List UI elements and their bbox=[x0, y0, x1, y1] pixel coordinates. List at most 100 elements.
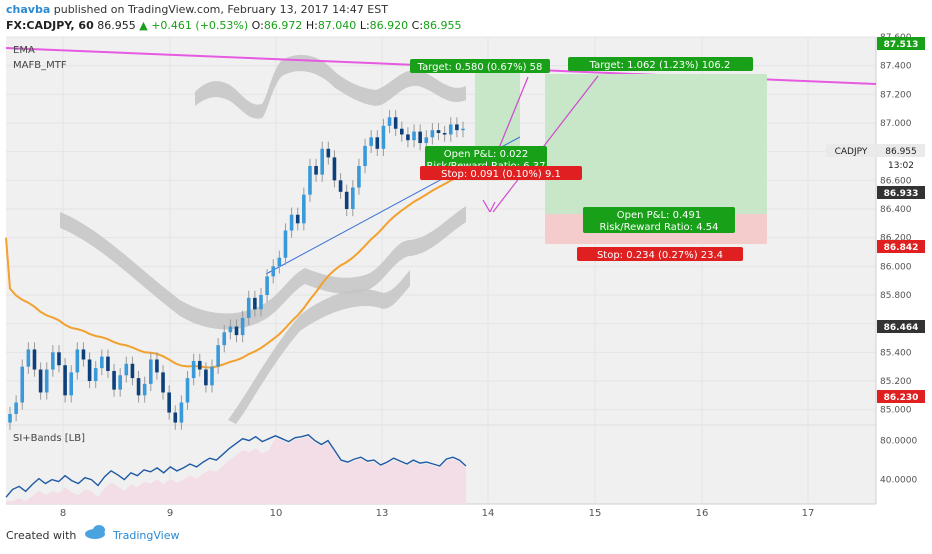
candle-body bbox=[179, 402, 184, 423]
candle-body bbox=[51, 352, 55, 370]
price-label-entry-text: 86.933 bbox=[884, 189, 919, 199]
symbol-text[interactable]: FX:CADJPY, 60 bbox=[6, 19, 94, 32]
price-label-stop bbox=[877, 240, 925, 253]
trade2-target-badge[interactable] bbox=[568, 57, 753, 71]
candle-body bbox=[357, 166, 361, 188]
si-band-fill bbox=[6, 436, 466, 504]
o-value: 86.972 bbox=[264, 19, 303, 32]
x-tick-label: 10 bbox=[270, 508, 283, 519]
y-tick-label: 87.400 bbox=[880, 62, 912, 72]
price-label-ema-text: 86.464 bbox=[884, 323, 919, 333]
candle-body bbox=[161, 372, 165, 393]
legend-si[interactable]: SI+Bands [LB] bbox=[13, 433, 85, 444]
candle-body bbox=[283, 230, 288, 258]
candle-body bbox=[197, 360, 202, 370]
tradingview-cloud-icon bbox=[85, 525, 105, 539]
candle-body bbox=[320, 148, 325, 175]
x-tick-label: 14 bbox=[482, 508, 495, 519]
candle-body bbox=[424, 137, 429, 144]
author-link[interactable]: chavba bbox=[6, 3, 50, 16]
legend-mafb[interactable]: MAFB_MTF bbox=[13, 60, 67, 71]
publish-line: chavba published on TradingView.com, Feb… bbox=[6, 3, 388, 16]
x-tick-label: 17 bbox=[802, 508, 815, 519]
candle-body bbox=[461, 128, 465, 131]
candle-body bbox=[87, 359, 92, 381]
trade2-target-text: Target: 1.062 (1.23%) 106.2 bbox=[589, 60, 731, 71]
created-with-text: Created with bbox=[6, 529, 76, 542]
candle-body bbox=[363, 145, 367, 166]
last-symbol-text: CADJPY bbox=[835, 147, 868, 157]
price-label-target-text: 87.513 bbox=[884, 40, 919, 50]
y-tick-label: 85.200 bbox=[880, 377, 912, 387]
ema-line bbox=[5, 173, 464, 369]
candle-body bbox=[124, 363, 129, 376]
trade2-pnl-badge[interactable] bbox=[583, 207, 735, 233]
trade2-stop-badge[interactable] bbox=[577, 247, 743, 261]
candle-body bbox=[142, 383, 147, 396]
tradingview-brand[interactable]: TradingView bbox=[112, 529, 179, 542]
candle-body bbox=[44, 369, 49, 393]
candle-body bbox=[173, 412, 178, 423]
y-tick-label: 87.200 bbox=[880, 90, 912, 100]
si-line bbox=[5, 434, 467, 498]
candle-body bbox=[448, 124, 453, 135]
x-tick-label: 9 bbox=[167, 508, 173, 519]
trade2-profit-zone[interactable] bbox=[545, 74, 767, 214]
candle-body bbox=[191, 360, 196, 379]
arrow-2a[interactable] bbox=[489, 201, 496, 213]
candle-body bbox=[344, 191, 349, 209]
candle-body bbox=[185, 378, 190, 403]
candle-body bbox=[57, 352, 61, 366]
y-tick-label: 87.000 bbox=[880, 119, 912, 129]
candle-body bbox=[63, 365, 67, 396]
candle-body bbox=[418, 131, 422, 144]
last-price-text: 86.955 bbox=[885, 147, 917, 157]
candle-body bbox=[69, 372, 74, 396]
l-value: 86.920 bbox=[370, 19, 409, 32]
candle-body bbox=[38, 369, 43, 393]
price-axis[interactable] bbox=[876, 37, 926, 504]
candle-body bbox=[271, 266, 276, 277]
candle-body bbox=[442, 133, 447, 135]
y-tick-label: 86.000 bbox=[880, 262, 912, 272]
candle-body bbox=[246, 297, 251, 318]
countdown-text: 13:02 bbox=[888, 161, 914, 171]
ema-series bbox=[5, 173, 464, 369]
candle-body bbox=[222, 332, 227, 346]
trade1-pnl-badge[interactable] bbox=[425, 146, 547, 172]
legend-ema[interactable]: EMA bbox=[13, 45, 35, 56]
candle-body bbox=[302, 194, 306, 224]
l-label: L: bbox=[360, 19, 370, 32]
candle-body bbox=[295, 214, 300, 224]
last-price-tag bbox=[877, 144, 925, 157]
price-label-entry bbox=[877, 186, 925, 199]
price-label-ema bbox=[877, 320, 925, 333]
candle-body bbox=[26, 349, 31, 367]
h-label: H: bbox=[306, 19, 318, 32]
trade1-stop-badge[interactable] bbox=[420, 166, 582, 180]
price-label-target bbox=[877, 37, 925, 50]
candle-body bbox=[375, 137, 380, 149]
symbol-line: FX:CADJPY, 60 86.955 ▲ +0.461 (+0.53%) O… bbox=[6, 19, 462, 32]
y-tick-label: 85.800 bbox=[880, 291, 912, 301]
published-text: published on TradingView.com, February 1… bbox=[54, 3, 388, 16]
candle-body bbox=[210, 366, 214, 386]
candle-body bbox=[369, 137, 373, 146]
candle-body bbox=[240, 317, 245, 336]
countdown-tag bbox=[877, 158, 925, 171]
candle-body bbox=[412, 131, 416, 141]
candle-body bbox=[100, 356, 104, 369]
arrow-3[interactable] bbox=[482, 199, 491, 213]
trade1-target-badge[interactable] bbox=[410, 59, 550, 73]
arrow-2[interactable] bbox=[492, 75, 599, 213]
time-axis[interactable] bbox=[6, 504, 876, 520]
candle-body bbox=[228, 326, 233, 333]
candle-body bbox=[93, 368, 98, 381]
candle-body bbox=[112, 370, 116, 390]
x-tick-label: 16 bbox=[696, 508, 709, 519]
o-label: O: bbox=[252, 19, 264, 32]
candle-body bbox=[308, 166, 312, 195]
candle-body bbox=[106, 356, 110, 371]
